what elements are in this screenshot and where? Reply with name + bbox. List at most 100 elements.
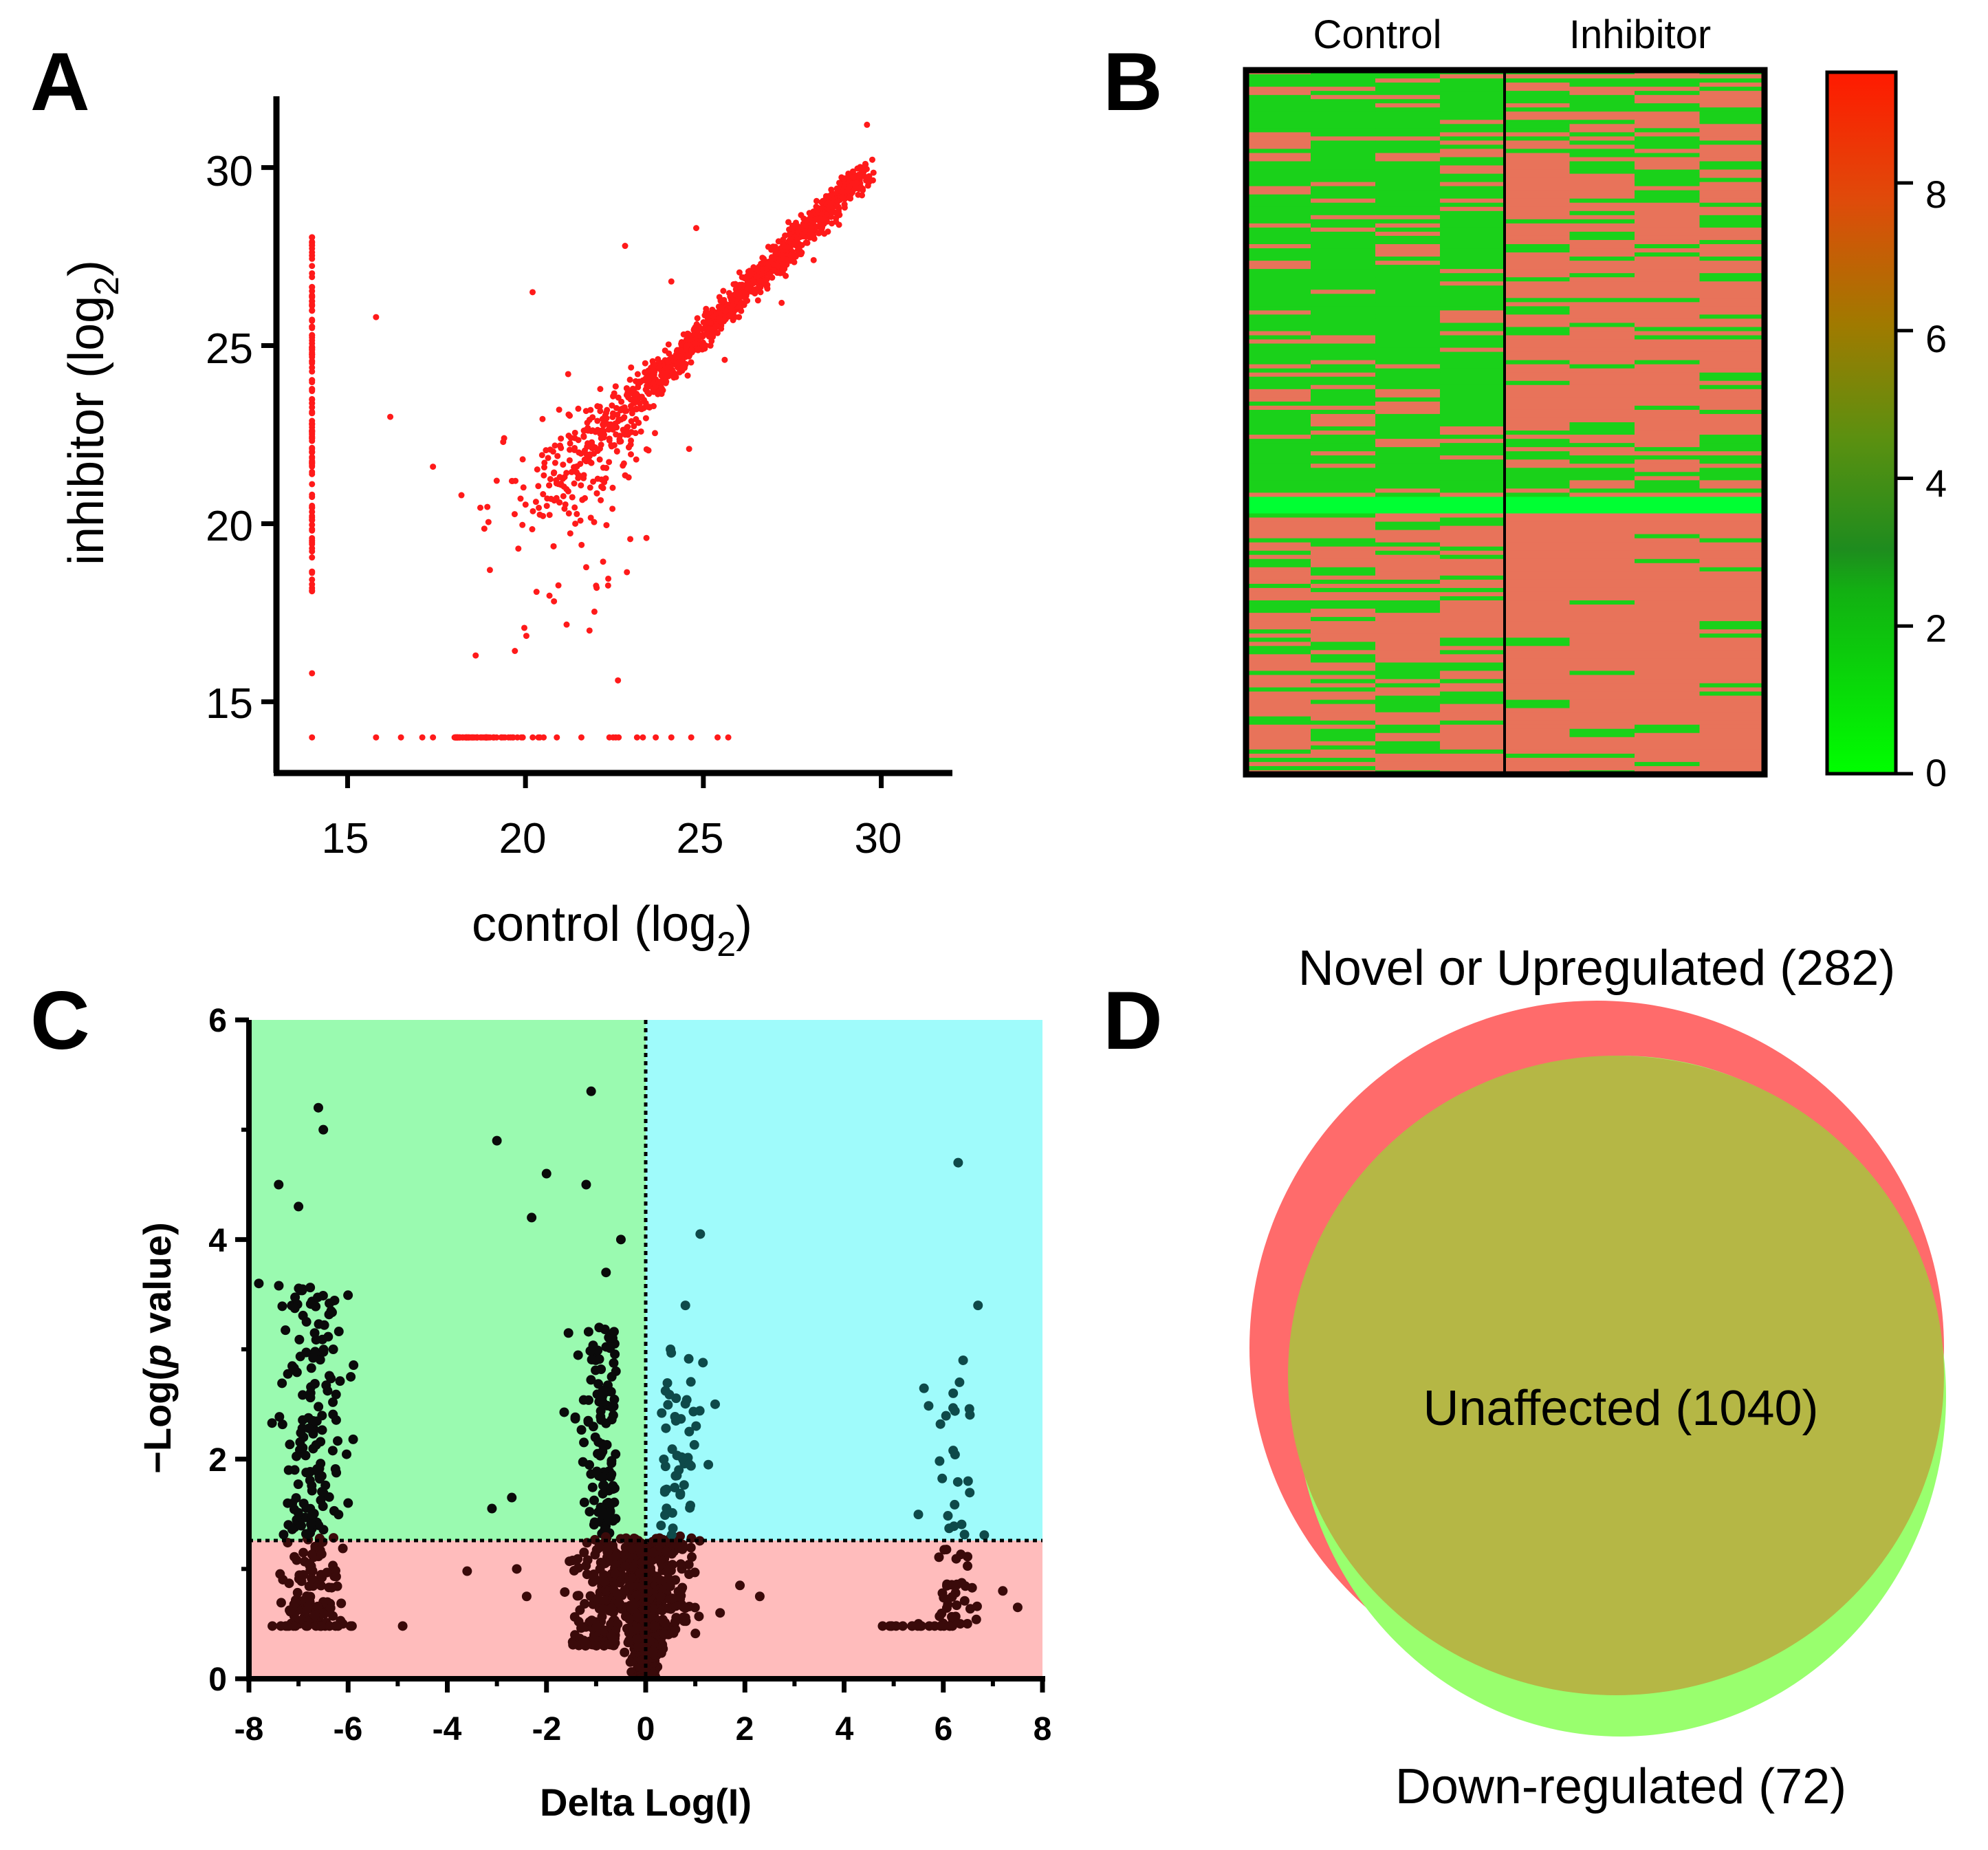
heatmap-cell xyxy=(1505,243,1571,249)
heatmap-cell xyxy=(1569,492,1635,498)
heatmap-cell xyxy=(1375,157,1441,162)
heatmap-cell xyxy=(1569,202,1635,208)
heatmap-cell xyxy=(1635,173,1701,179)
heatmap-cell xyxy=(1635,679,1701,684)
heatmap-cell xyxy=(1569,393,1635,398)
volcano-point xyxy=(316,1621,327,1631)
scatter-a-point xyxy=(813,215,820,222)
heatmap-cell xyxy=(1375,380,1441,386)
heatmap-cell xyxy=(1311,563,1376,568)
volcano-point xyxy=(331,1389,341,1400)
volcano-point xyxy=(512,1564,522,1574)
heatmap-cell xyxy=(1440,215,1505,220)
heatmap-cell xyxy=(1375,587,1441,593)
heatmap-cell xyxy=(1505,335,1571,340)
volcano-point xyxy=(574,1591,584,1601)
scatter-a-point xyxy=(498,734,505,741)
volcano-point xyxy=(343,1498,353,1508)
heatmap-cell xyxy=(1375,534,1441,539)
volcano-point xyxy=(611,1449,621,1459)
heatmap-cell xyxy=(1375,530,1441,535)
scatter-a-point xyxy=(567,440,574,447)
volcano-point xyxy=(636,1582,646,1592)
heatmap-cell xyxy=(1375,732,1441,738)
heatmap-cell xyxy=(1375,339,1441,345)
volcano-point xyxy=(281,1325,291,1336)
heatmap-cell xyxy=(1440,683,1505,688)
heatmap-cell xyxy=(1311,413,1376,419)
heatmap-cell xyxy=(1699,484,1765,489)
heatmap-cell xyxy=(1569,662,1635,667)
volcano-point xyxy=(298,1390,308,1400)
heatmap-cell xyxy=(1505,447,1571,452)
heatmap-cell xyxy=(1246,124,1311,129)
volcano-point xyxy=(584,1395,594,1405)
heatmap-cell xyxy=(1375,372,1441,378)
heatmap-cell xyxy=(1505,261,1571,265)
heatmap-cell xyxy=(1311,642,1376,646)
volcano-point xyxy=(305,1299,316,1309)
heatmap-cell xyxy=(1635,558,1701,564)
heatmap-cell xyxy=(1440,583,1505,589)
heatmap-cell xyxy=(1699,732,1765,738)
heatmap-cell xyxy=(1246,190,1311,195)
heatmap-cell xyxy=(1505,310,1571,315)
heatmap-cell xyxy=(1311,492,1376,498)
heatmap-cell xyxy=(1440,550,1505,556)
heatmap-cell xyxy=(1635,517,1701,523)
heatmap-cell xyxy=(1505,95,1571,100)
heatmap-cell xyxy=(1505,380,1571,386)
heatmap-cell xyxy=(1569,339,1635,345)
volcano-point xyxy=(285,1607,296,1617)
heatmap-cell xyxy=(1246,252,1311,257)
volcano-point xyxy=(607,1541,618,1551)
scatter-a-point xyxy=(309,364,316,371)
heatmap-cell xyxy=(1440,393,1505,398)
volcano-point xyxy=(684,1459,695,1470)
scatter-a-point xyxy=(813,197,820,204)
heatmap-cell xyxy=(1505,368,1571,373)
heatmap-cell xyxy=(1311,302,1376,307)
scatter-a-point xyxy=(309,581,316,588)
heatmap-cell xyxy=(1246,629,1311,634)
heatmap-cell xyxy=(1505,497,1571,502)
volcano-point xyxy=(670,1482,680,1492)
heatmap-cell xyxy=(1505,625,1571,630)
heatmap-cell xyxy=(1505,231,1571,237)
heatmap-cell xyxy=(1635,269,1701,274)
heatmap-b: Control Inhibitor 0 2 4 6 8 xyxy=(1243,12,1947,794)
heatmap-cell xyxy=(1375,613,1441,618)
heatmap-cell xyxy=(1505,629,1571,634)
volcano-point xyxy=(615,1234,626,1245)
volcano-point xyxy=(589,1495,600,1505)
heatmap-cell xyxy=(1375,617,1441,622)
a-x-tick: 20 xyxy=(499,815,547,862)
volcano-point xyxy=(316,1437,326,1447)
heatmap-cell xyxy=(1505,339,1571,345)
heatmap-cell xyxy=(1699,219,1765,224)
heatmap-cell xyxy=(1635,335,1701,340)
heatmap-cell xyxy=(1569,476,1635,481)
scatter-a-point xyxy=(309,503,316,510)
heatmap-cell xyxy=(1635,675,1701,680)
scatter-a-point xyxy=(821,230,828,237)
heatmap-cell xyxy=(1505,687,1571,693)
scatter-a-point xyxy=(608,442,615,448)
heatmap-cell xyxy=(1569,206,1635,212)
volcano-point xyxy=(610,1349,620,1360)
heatmap-cell xyxy=(1246,558,1311,564)
volcano-point xyxy=(754,1591,765,1602)
volcano-point xyxy=(609,1634,619,1644)
scatter-a-point xyxy=(854,165,861,172)
heatmap-cell xyxy=(1311,468,1376,472)
heatmap-cell xyxy=(1440,277,1505,282)
heatmap-cell xyxy=(1440,252,1505,257)
heatmap-cell xyxy=(1699,360,1765,365)
volcano-point xyxy=(304,1423,314,1433)
scatter-a-point xyxy=(490,734,497,741)
scatter-a-point xyxy=(764,281,771,288)
volcano-point xyxy=(695,1229,706,1239)
heatmap-cell xyxy=(1505,285,1571,290)
heatmap-cell xyxy=(1311,695,1376,701)
scatter-a-point xyxy=(309,446,316,453)
